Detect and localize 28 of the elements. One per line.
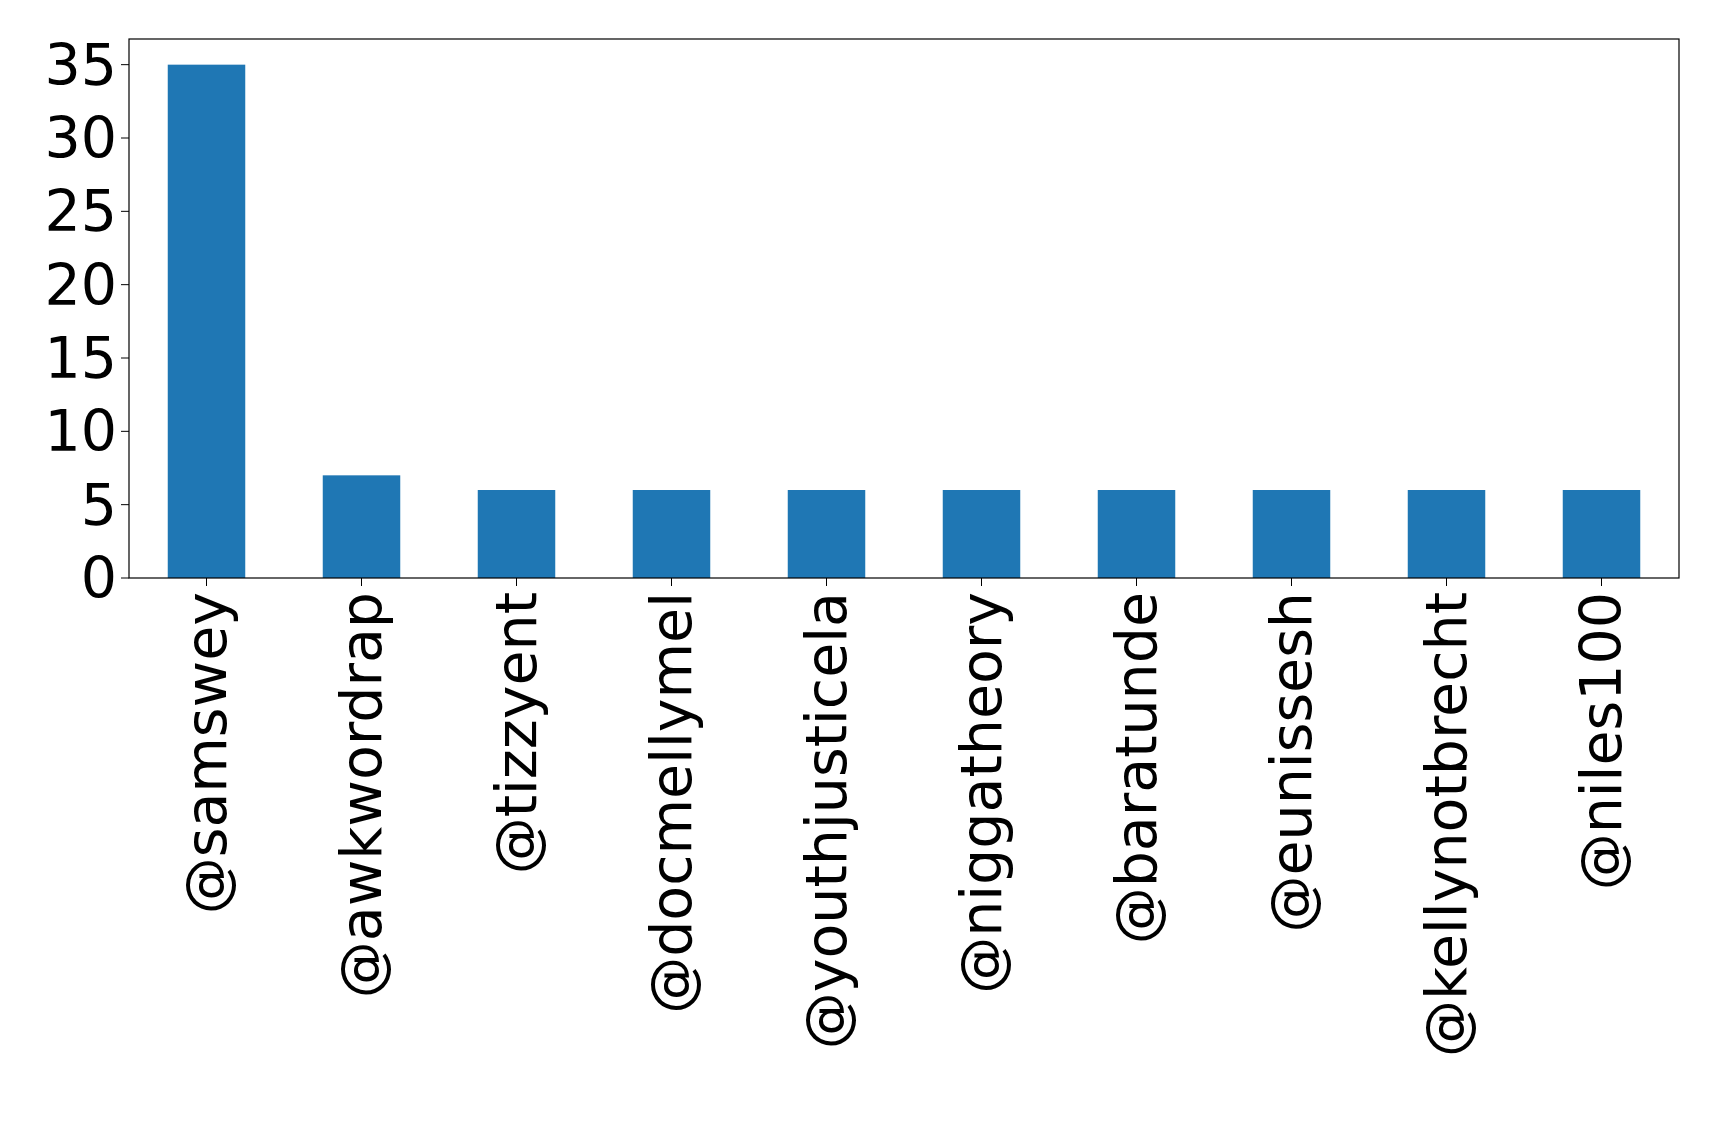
x-tick-label: @baratunde bbox=[1103, 592, 1170, 945]
bar bbox=[942, 490, 1021, 578]
x-tick-label: @awkwordrap bbox=[328, 592, 395, 999]
x-tick-label: @samswey bbox=[173, 592, 240, 915]
x-tick-label: @eunissesh bbox=[1258, 592, 1325, 933]
y-tick-label: 35 bbox=[44, 31, 117, 98]
x-tick-label: @niles100 bbox=[1568, 592, 1635, 891]
x-tick-label: @youthjusticela bbox=[793, 592, 860, 1050]
bar bbox=[1097, 490, 1176, 578]
bar bbox=[322, 475, 401, 578]
y-tick-label: 5 bbox=[80, 471, 117, 538]
bar bbox=[1252, 490, 1331, 578]
bar bbox=[1407, 490, 1486, 578]
y-tick-label: 30 bbox=[44, 104, 117, 171]
y-tick-label: 0 bbox=[80, 544, 117, 611]
y-tick-label: 10 bbox=[44, 398, 117, 465]
y-tick-label: 15 bbox=[44, 324, 117, 391]
bar bbox=[787, 490, 866, 578]
x-tick-label: @niggatheory bbox=[948, 592, 1015, 994]
bar bbox=[477, 490, 556, 578]
y-tick-label: 20 bbox=[44, 251, 117, 318]
bar bbox=[632, 490, 711, 578]
bar bbox=[167, 64, 246, 578]
bar bbox=[1562, 490, 1641, 578]
x-tick-label: @docmellymel bbox=[638, 592, 705, 1014]
x-tick-label: @tizzyent bbox=[483, 592, 550, 875]
y-tick-label: 25 bbox=[44, 178, 117, 245]
x-tick-label: @kellynotbrecht bbox=[1413, 592, 1480, 1058]
